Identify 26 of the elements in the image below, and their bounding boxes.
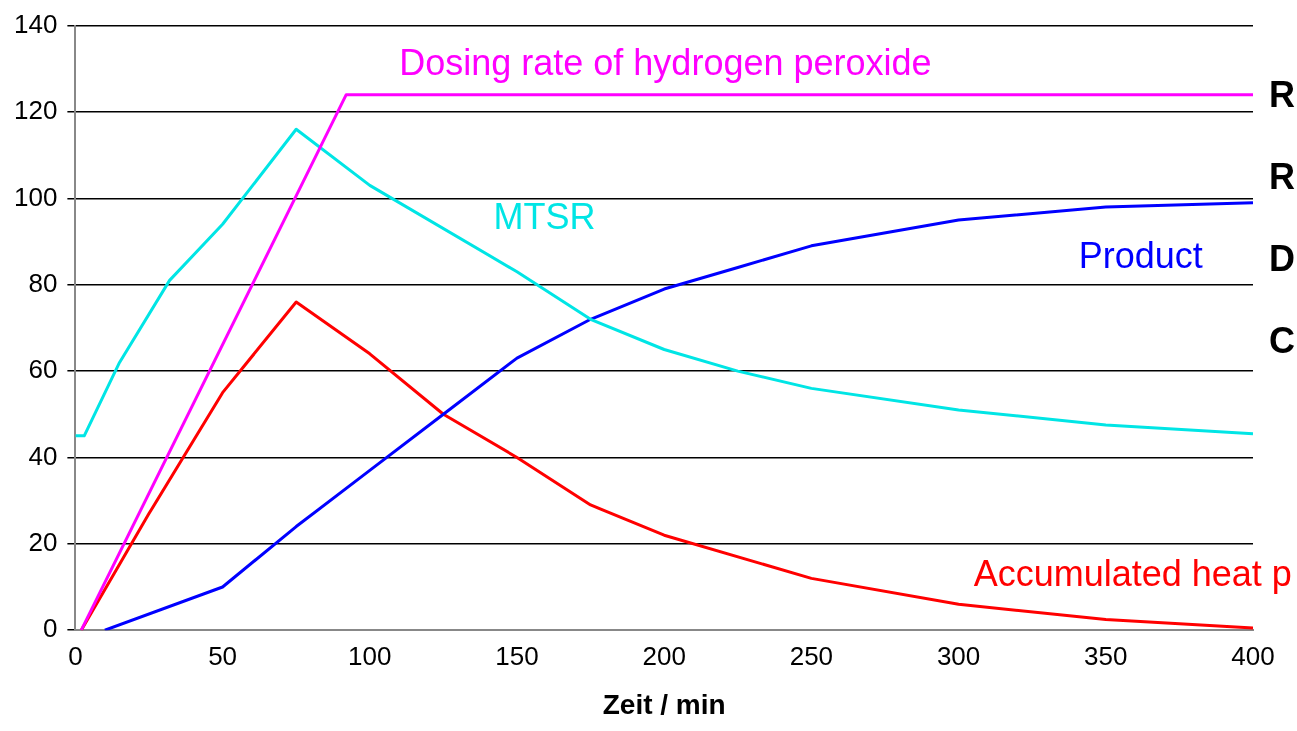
text: D [1269, 237, 1295, 279]
x-tick-label: 100 [348, 640, 392, 671]
y-tick-label: 120 [13, 95, 58, 126]
y-tick-label: 60 [28, 354, 58, 385]
x-axis-title: Zeit / min [602, 688, 726, 720]
x-tick-label: 200 [642, 640, 686, 671]
x-tick-label: 400 [1231, 640, 1275, 671]
x-tick-label: 250 [789, 640, 834, 671]
x-tick-label: 0 [68, 640, 83, 671]
series-label: MTSR [493, 195, 596, 237]
x-tick-label: 350 [1084, 640, 1128, 671]
series-label: Dosing rate of hydrogen peroxide [399, 41, 932, 83]
y-tick-label: 0 [42, 613, 58, 644]
text: C [1269, 319, 1295, 361]
x-tick-label: 50 [208, 640, 238, 671]
series-label: Accumulated heat p [973, 552, 1292, 594]
x-tick-label: 150 [495, 640, 539, 671]
text: R [1269, 73, 1295, 115]
text: R [1269, 155, 1295, 197]
y-tick-label: 140 [13, 8, 58, 39]
series-label: Product [1078, 235, 1203, 277]
y-tick-label: 80 [28, 267, 58, 298]
y-tick-label: 100 [13, 181, 58, 212]
y-tick-label: 40 [28, 440, 58, 471]
y-tick-label: 20 [28, 527, 58, 557]
x-tick-label: 300 [936, 640, 981, 671]
